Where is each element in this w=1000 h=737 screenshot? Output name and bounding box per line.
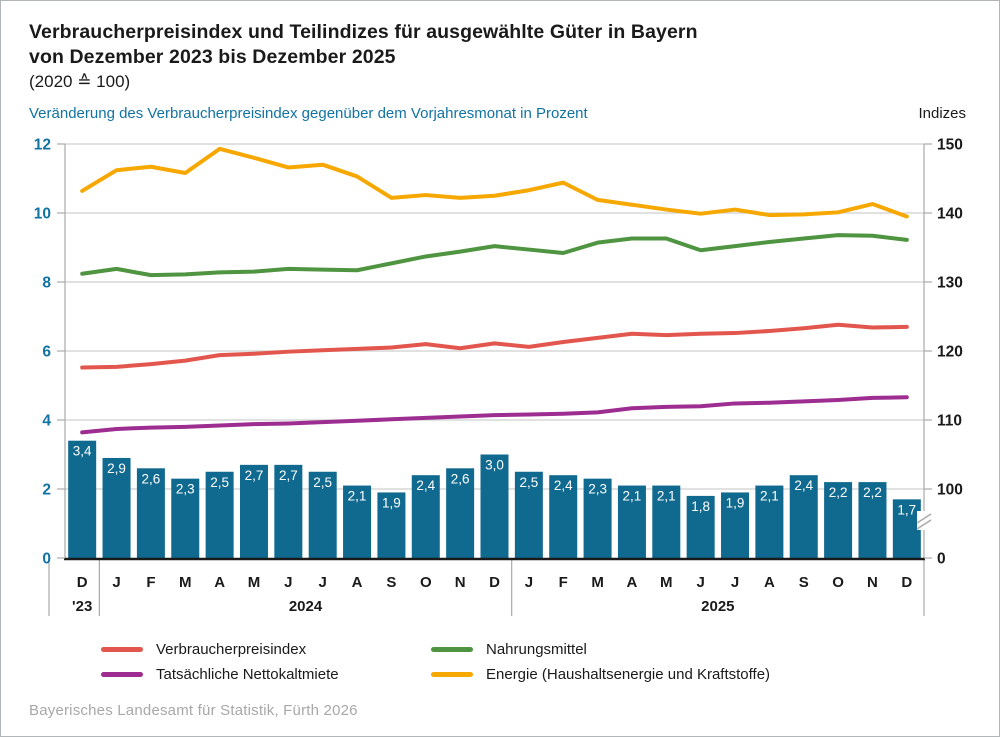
svg-text:J: J (696, 574, 704, 591)
page-title-line2: von Dezember 2023 bis Dezember 2025 (29, 46, 396, 68)
legend-label-nettokaltmiete: Tatsächliche Nettokaltmiete (156, 665, 339, 683)
svg-text:2025: 2025 (701, 598, 734, 615)
svg-text:J: J (284, 574, 292, 591)
svg-text:J: J (525, 574, 533, 591)
svg-text:0: 0 (42, 551, 51, 568)
svg-text:1,9: 1,9 (726, 495, 745, 510)
legend-item-nettokaltmiete: Tatsächliche Nettokaltmiete (101, 665, 339, 683)
svg-text:8: 8 (42, 275, 51, 292)
svg-text:2,6: 2,6 (451, 471, 470, 486)
svg-text:M: M (591, 574, 604, 591)
svg-text:2,9: 2,9 (107, 461, 126, 476)
legend-item-energie: Energie (Haushaltsenergie und Kraftstoff… (431, 665, 771, 683)
left-axis-caption: Veränderung des Verbraucherpreisindex ge… (29, 105, 588, 122)
right-axis-caption: Indizes (918, 105, 966, 122)
svg-text:2,6: 2,6 (142, 471, 161, 486)
svg-text:2: 2 (42, 482, 51, 499)
svg-text:2,7: 2,7 (245, 468, 264, 483)
svg-text:2,5: 2,5 (313, 475, 332, 490)
legend-swatch-nahrungsmittel (431, 646, 473, 652)
svg-text:1,7: 1,7 (897, 502, 916, 517)
svg-text:2,7: 2,7 (279, 468, 298, 483)
svg-text:3,4: 3,4 (73, 444, 92, 459)
svg-text:2,2: 2,2 (863, 485, 882, 500)
svg-text:D: D (901, 574, 912, 591)
svg-text:M: M (179, 574, 192, 591)
svg-text:A: A (627, 574, 638, 591)
svg-text:A: A (214, 574, 225, 591)
svg-text:100: 100 (937, 482, 963, 499)
svg-text:140: 140 (937, 206, 963, 223)
svg-text:2024: 2024 (289, 598, 323, 615)
svg-text:2,1: 2,1 (657, 489, 676, 504)
svg-text:2,5: 2,5 (519, 475, 538, 490)
svg-text:150: 150 (937, 137, 963, 154)
source-footer: Bayerisches Landesamt für Statistik, Für… (29, 702, 358, 719)
svg-text:130: 130 (937, 275, 963, 292)
svg-text:4: 4 (42, 413, 51, 430)
svg-text:M: M (248, 574, 261, 591)
legend-label-verbraucherpreisindex: Verbraucherpreisindex (156, 640, 307, 658)
legend-item-verbraucherpreisindex: Verbraucherpreisindex (101, 640, 307, 658)
svg-text:2,2: 2,2 (829, 485, 848, 500)
svg-text:2,4: 2,4 (554, 478, 573, 493)
svg-text:A: A (764, 574, 775, 591)
svg-text:2,4: 2,4 (416, 478, 435, 493)
legend-item-nahrungsmittel: Nahrungsmittel (431, 640, 587, 658)
legend-swatch-nettokaltmiete (101, 671, 143, 677)
svg-text:2,3: 2,3 (176, 482, 195, 497)
svg-text:N: N (455, 574, 466, 591)
svg-text:6: 6 (42, 344, 51, 361)
svg-text:M: M (660, 574, 673, 591)
svg-text:1,8: 1,8 (691, 499, 710, 514)
svg-text:2,1: 2,1 (760, 489, 779, 504)
svg-text:J: J (112, 574, 120, 591)
svg-text:F: F (559, 574, 568, 591)
page-title-line1: Verbraucherpreisindex und Teilindizes fü… (29, 21, 698, 43)
svg-text:1,9: 1,9 (382, 495, 401, 510)
svg-text:'23: '23 (72, 598, 92, 615)
svg-text:2,1: 2,1 (348, 489, 367, 504)
svg-text:F: F (146, 574, 155, 591)
svg-text:O: O (420, 574, 432, 591)
svg-text:0: 0 (937, 551, 946, 568)
svg-text:D: D (77, 574, 88, 591)
legend-label-nahrungsmittel: Nahrungsmittel (486, 640, 587, 658)
svg-text:J: J (319, 574, 327, 591)
svg-text:2,4: 2,4 (794, 478, 813, 493)
svg-text:12: 12 (34, 137, 51, 154)
legend-swatch-verbraucherpreisindex (101, 646, 143, 652)
svg-text:2,5: 2,5 (210, 475, 229, 490)
svg-text:S: S (799, 574, 809, 591)
svg-text:O: O (832, 574, 844, 591)
svg-text:N: N (867, 574, 878, 591)
svg-text:10: 10 (34, 206, 51, 223)
svg-text:110: 110 (937, 413, 962, 430)
svg-text:J: J (731, 574, 739, 591)
svg-text:2,3: 2,3 (588, 482, 607, 497)
legend-label-energie: Energie (Haushaltsenergie und Kraftstoff… (486, 665, 771, 683)
svg-text:A: A (352, 574, 363, 591)
svg-text:2,1: 2,1 (623, 489, 642, 504)
svg-text:3,0: 3,0 (485, 458, 504, 473)
legend-swatch-energie (431, 671, 473, 677)
svg-text:S: S (386, 574, 396, 591)
svg-text:D: D (489, 574, 500, 591)
page-title-base-year: (2020 ≙ 100) (29, 72, 131, 91)
svg-text:120: 120 (937, 344, 963, 361)
